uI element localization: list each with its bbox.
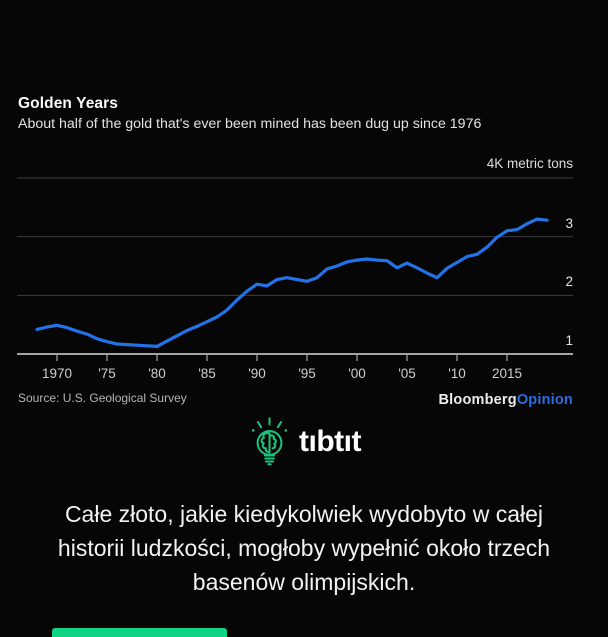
chart-title: Golden Years [18, 95, 118, 112]
y-tick-label: 1 [565, 333, 573, 348]
tibtit-logo: tıbtıt [247, 416, 361, 468]
source-note: Source: U.S. Geological Survey [18, 391, 187, 405]
x-tick-label: 2015 [491, 366, 523, 381]
caption-text: Całe złoto, jakie kiedykolwiek wydobyto … [0, 497, 608, 599]
x-tick-label: '80 [148, 366, 166, 381]
x-tick-label: '75 [98, 366, 116, 381]
brain-lightbulb-icon [251, 417, 288, 466]
x-tick-label: '90 [248, 366, 266, 381]
caption-line-2: historii ludzkości, mogłoby wypełnić oko… [57, 535, 551, 561]
brand-opinion: Opinion [516, 392, 573, 408]
x-tick-label: 1970 [41, 366, 73, 381]
x-tick-label: '00 [348, 366, 366, 381]
y-tick-label: 3 [565, 215, 573, 231]
caption-line-3: basenów olimpijskich. [192, 569, 416, 595]
tibtit-logo-text: tıbtıt [299, 425, 361, 458]
x-tick-label: '10 [448, 366, 466, 381]
bloomberg-opinion-logo: BloombergOpinion [438, 392, 573, 408]
x-tick-label: '05 [398, 366, 416, 381]
gold-production-series [35, 217, 549, 348]
x-tick-label: '95 [298, 366, 316, 381]
cta-button[interactable] [52, 628, 227, 637]
caption-line-1: Całe złoto, jakie kiedykolwiek wydobyto … [64, 501, 544, 527]
brand-bloomberg: Bloomberg [438, 392, 517, 408]
y-axis-unit-label: 4K metric tons [486, 156, 573, 171]
chart-subtitle: About half of the gold that's ever been … [18, 116, 482, 132]
y-tick-label: 2 [565, 274, 573, 290]
x-tick-label: '85 [198, 366, 216, 381]
